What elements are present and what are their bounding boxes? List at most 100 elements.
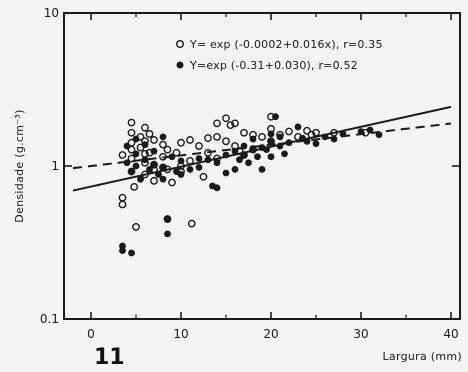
data-point-open (186, 136, 194, 144)
data-point-filled (177, 171, 185, 178)
data-point-filled (132, 135, 140, 143)
panel-label: 11 (94, 345, 125, 370)
data-point-filled (357, 128, 365, 135)
data-point-filled (141, 156, 149, 164)
data-point-open (118, 151, 127, 159)
data-point-filled (132, 150, 140, 158)
data-point-filled (254, 153, 261, 161)
data-point-open (127, 154, 136, 163)
data-point-filled (281, 150, 288, 158)
legend-entry-open: Y= exp (-0.0002+0.016x), r=0.35 (189, 38, 383, 51)
y-tick-label: 0.1 (40, 312, 59, 326)
data-point-filled (128, 249, 135, 257)
data-point-filled (213, 184, 221, 192)
y-axis-title: Densidade (g.cm⁻³) (13, 109, 26, 222)
data-point-filled (132, 162, 140, 170)
x-tick-label: 10 (173, 327, 188, 341)
data-point-open (199, 172, 208, 181)
data-point-open (312, 128, 320, 137)
data-point-filled (240, 142, 248, 150)
data-point-open (150, 136, 158, 144)
data-point-filled (249, 135, 257, 143)
data-point-open (303, 126, 311, 135)
data-point-filled (141, 141, 149, 148)
data-point-filled (128, 168, 135, 175)
y-tick-label: 1 (51, 159, 59, 173)
data-point-filled (150, 147, 158, 155)
data-point-open (172, 148, 181, 157)
data-point-filled (150, 161, 158, 169)
data-point-open (141, 170, 149, 179)
x-tick-label: 30 (353, 327, 368, 341)
data-point-open (159, 140, 167, 149)
x-tick-label: 40 (443, 327, 458, 341)
data-point-filled (222, 151, 230, 159)
data-point-filled (195, 163, 203, 171)
data-point-open (168, 178, 176, 187)
data-point-open (118, 193, 127, 202)
data-point-filled (245, 159, 252, 167)
legend-filled-circle-marker (176, 61, 184, 69)
data-point-filled (231, 166, 239, 173)
data-point-filled (276, 133, 284, 141)
legend-entry-filled: Y=exp (-0.31+0.030), r=0.52 (189, 59, 358, 72)
data-point-filled (339, 130, 347, 138)
data-point-open (127, 118, 136, 127)
data-point-open (307, 130, 316, 139)
data-point-filled (159, 175, 167, 183)
data-point-filled (168, 153, 176, 161)
data-point-filled (119, 242, 126, 250)
data-point-filled (276, 142, 284, 150)
data-point-open (177, 138, 185, 147)
data-point-filled (123, 142, 131, 150)
data-point-filled (236, 156, 243, 164)
data-point-filled (249, 145, 257, 152)
data-point-open (204, 134, 212, 143)
data-point-open (213, 132, 221, 141)
data-point-filled (222, 169, 230, 177)
data-point-open (141, 123, 149, 132)
data-point-open (213, 119, 221, 128)
data-point-filled (321, 133, 329, 141)
data-point-filled (267, 137, 275, 145)
data-point-filled (231, 147, 239, 155)
fit-line-dashed (72, 122, 452, 170)
data-point-open (130, 183, 139, 191)
data-point-filled (366, 126, 374, 134)
data-point-filled (164, 230, 171, 238)
data-point-open (186, 156, 194, 165)
data-point-filled (267, 153, 275, 161)
data-point-filled (294, 123, 302, 131)
data-point-filled (164, 215, 171, 223)
legend-open-circle-marker (175, 40, 184, 49)
data-point-open (195, 142, 203, 150)
data-point-filled (213, 159, 221, 167)
data-point-filled (155, 171, 162, 178)
data-point-filled (137, 175, 144, 183)
data-point-open (127, 128, 136, 137)
data-point-open (240, 128, 248, 137)
data-point-open (150, 176, 158, 185)
x-tick-labels: 0 10 20 30 40 (87, 327, 458, 341)
x-tick-label: 0 (87, 327, 95, 341)
data-point-open (118, 200, 127, 209)
data-point-filled (263, 146, 270, 153)
data-point-open (132, 222, 140, 231)
data-point-filled (330, 135, 338, 143)
data-point-filled (258, 166, 266, 173)
data-point-filled (123, 159, 131, 167)
data-point-filled (146, 166, 153, 173)
data-point-open (285, 127, 293, 136)
data-point-filled (312, 140, 320, 148)
data-point-open (222, 114, 230, 123)
data-point-open (231, 119, 239, 128)
data-point-filled (195, 155, 203, 162)
x-tick-label: 20 (263, 327, 278, 341)
axis-ticks (64, 12, 460, 320)
data-point-open (204, 148, 212, 157)
data-point-filled (303, 137, 311, 145)
data-point-open (222, 137, 230, 146)
data-point-open (258, 132, 266, 141)
data-point-open (226, 121, 235, 130)
